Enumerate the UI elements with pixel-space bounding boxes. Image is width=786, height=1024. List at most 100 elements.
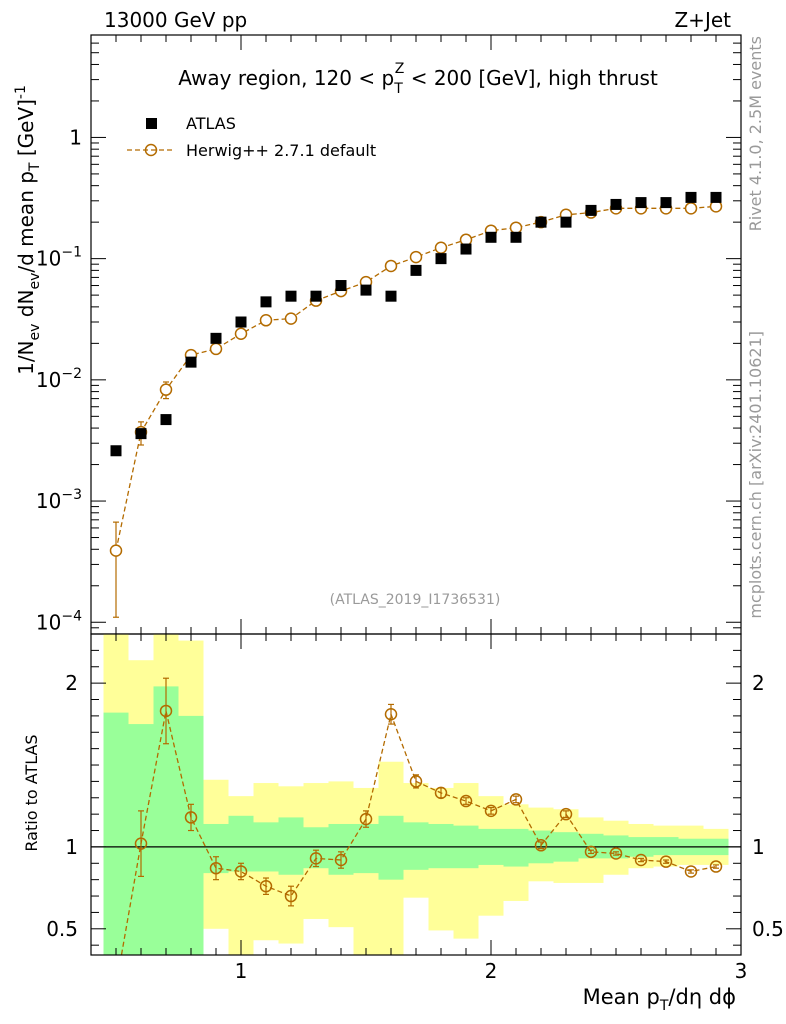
herwig-point [409, 250, 423, 264]
atlas-point [560, 216, 572, 228]
ratio-band-inner [503, 828, 529, 867]
mcplots-label: mcplots.cern.ch [arXiv:2401.10621] [746, 331, 765, 619]
ratio-point [359, 812, 373, 826]
herwig-point [509, 221, 523, 234]
ratio-frame [90, 633, 742, 956]
main-panel: Away region, 120 < pTZ < 200 [GeV], high… [13, 34, 742, 635]
main-y-tick-label: 1 [69, 125, 82, 149]
ratio-y-tick-label-right: 1 [752, 835, 765, 859]
ratio-band-inner [428, 823, 454, 869]
ratio-point [284, 889, 298, 903]
ratio-panel: 0.5 0.5 1 1 2 2 1 2 3 Ratio to ATLAS Mean pT/dη … [22, 633, 784, 1014]
energy-label: 13000 GeV pp [104, 8, 247, 32]
atlas-point [260, 296, 272, 308]
ratio-band-inner [403, 822, 429, 870]
ratio-band-inner [378, 815, 404, 880]
ratio-band-inner [228, 815, 254, 872]
main-y-tick-base: 10 [36, 610, 61, 634]
atlas-point [660, 197, 672, 209]
ylabel-part-1: 1/N [14, 340, 38, 374]
ratio-point [159, 704, 173, 718]
atlas-point [110, 445, 122, 457]
atlas-point [585, 204, 597, 216]
x-tick-label: 2 [485, 959, 498, 983]
ratio-point [534, 839, 548, 852]
title-sub: T [393, 81, 403, 97]
ratio-point [709, 860, 723, 873]
ylabel-sub-3: T [27, 162, 43, 172]
atlas-point [385, 290, 397, 302]
legend-atlas-label: ATLAS [186, 114, 236, 133]
main-y-tick-exp: −4 [61, 608, 82, 624]
ratio-y-label: Ratio to ATLAS [22, 734, 41, 851]
main-y-tick-base: 10 [36, 368, 61, 392]
ratio-series [120, 677, 723, 955]
x-tick-label: 3 [735, 959, 748, 983]
ratio-point [334, 853, 348, 867]
x-tick-label: 1 [235, 959, 248, 983]
ratio-point [184, 811, 198, 824]
ratio-point [134, 837, 148, 850]
ratio-point [634, 853, 648, 867]
herwig-point [234, 327, 248, 341]
ratio-point [459, 794, 473, 808]
ratio-y-tick-label-left: 0.5 [46, 917, 78, 941]
ratio-y-tick-label-right: 2 [752, 671, 765, 695]
atlas-point [685, 191, 697, 203]
atlas-point [285, 290, 297, 302]
atlas-point [235, 316, 247, 328]
main-series [109, 191, 723, 618]
ratio-point [584, 845, 598, 859]
atlas-point [485, 231, 497, 243]
legend-herwig-marker [144, 143, 158, 157]
ylabel-part-3: /d mean p [14, 171, 38, 273]
analysis-watermark: (ATLAS_2019_I1736531) [330, 592, 501, 608]
ratio-point [409, 775, 423, 788]
atlas-point [710, 191, 722, 203]
ylabel-part-4: [GeV] [14, 99, 38, 162]
herwig-point [209, 342, 223, 356]
atlas-point [435, 253, 447, 265]
process-label: Z+Jet [674, 8, 731, 32]
herwig-point [284, 312, 298, 325]
ylabel-sub-2: ev [27, 273, 43, 290]
main-y-tick-exp: −3 [61, 487, 82, 503]
ylabel-part-2: dN [14, 290, 38, 324]
atlas-point [460, 243, 472, 255]
title-part-2: < 200 [GeV], high thrust [404, 66, 658, 90]
ylabel-sup: -1 [13, 85, 29, 99]
xlabel-part-2: /dη dϕ [668, 985, 736, 1009]
legend-atlas-marker [146, 118, 157, 129]
chart-title: Away region, 120 < pTZ < 200 [GeV], high… [178, 61, 658, 97]
atlas-point [610, 198, 622, 210]
ratio-point [509, 793, 523, 806]
main-y-tick-exp: −1 [61, 245, 82, 261]
ratio-band-inner [103, 712, 129, 955]
main-ticks: 110−110−210−310−4 [36, 34, 741, 635]
ratio-y-tick-label-left: 2 [65, 671, 78, 695]
atlas-point [410, 264, 422, 276]
herwig-point [109, 544, 123, 557]
atlas-point [635, 197, 647, 209]
legend-herwig-label: Herwig++ 2.7.1 default [186, 141, 376, 160]
ratio-point [659, 855, 673, 868]
main-y-tick-label: 10−1 [36, 245, 82, 271]
title-sup: Z [395, 61, 405, 77]
ratio-band-inner [653, 837, 679, 856]
main-y-tick-label: 10−3 [36, 487, 82, 513]
herwig-point [259, 314, 273, 327]
ratio-point [684, 865, 698, 878]
ratio-point [609, 847, 623, 860]
xlabel-sub: T [659, 998, 669, 1014]
atlas-point [185, 356, 197, 368]
atlas-point [510, 231, 522, 243]
main-y-tick-label: 10−4 [36, 608, 82, 634]
ratio-bands [103, 634, 729, 955]
ratio-ticks: 0.5 0.5 1 1 2 2 1 2 3 [46, 634, 784, 983]
title-part-1: Away region, 120 < p [178, 66, 394, 90]
ratio-band-inner [353, 823, 379, 874]
herwig-point [159, 383, 173, 396]
ratio-point [384, 708, 398, 721]
ratio-point [234, 865, 248, 878]
main-y-tick-base: 10 [36, 247, 61, 271]
